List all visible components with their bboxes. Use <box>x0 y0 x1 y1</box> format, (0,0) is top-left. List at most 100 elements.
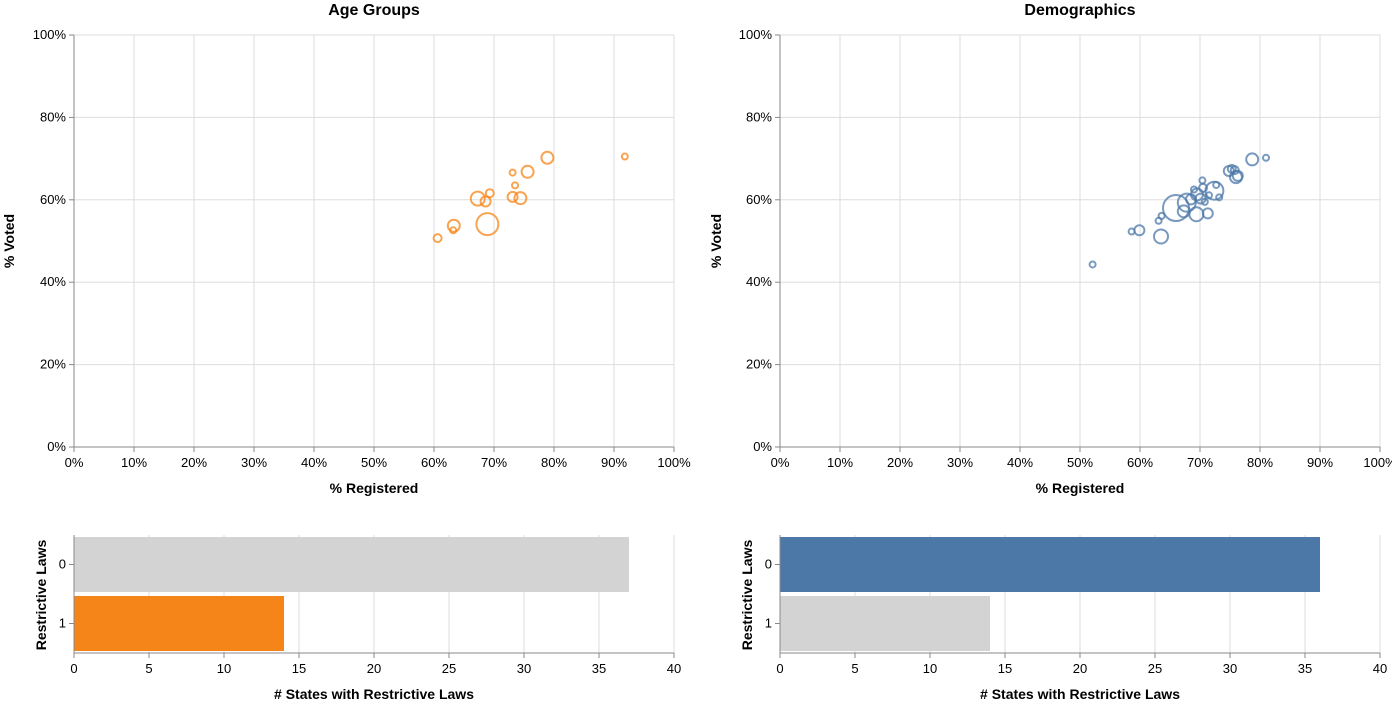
scatter-point[interactable] <box>1231 169 1244 182</box>
scatter-point[interactable] <box>1088 260 1097 269</box>
x-tick-label: 0% <box>771 455 790 470</box>
x-tick-label: 30 <box>1223 661 1237 676</box>
y-tick-label: 60% <box>40 192 66 207</box>
scatter-point[interactable] <box>1262 153 1270 162</box>
scatter-point[interactable] <box>540 150 555 165</box>
y-tick-label: 80% <box>40 109 66 124</box>
y-tick-label: 40% <box>40 274 66 289</box>
bar-restrictive-1[interactable] <box>74 596 284 651</box>
x-tick-label: 35 <box>1298 661 1312 676</box>
y-tick-label: 0% <box>47 439 66 454</box>
x-tick-label: 25 <box>442 661 456 676</box>
y-tick-label: 0 <box>59 557 66 572</box>
scatter-point[interactable] <box>1198 176 1207 185</box>
scatter-point[interactable] <box>432 233 443 244</box>
scatter-point[interactable] <box>1245 152 1260 167</box>
x-tick-label: 15 <box>998 661 1012 676</box>
y-tick-label: 1 <box>765 616 772 631</box>
x-tick-label: 5 <box>851 661 858 676</box>
age-groups-bar-chart: 0 5 10 15 20 25 30 35 40 0 1 # States with Restric… <box>33 535 681 702</box>
scatter-point[interactable] <box>1215 193 1224 202</box>
scatter-point[interactable] <box>511 181 519 190</box>
bar-restrictive-0[interactable] <box>780 537 1320 592</box>
demo-bars-x-axis-title: # States with Restrictive Laws <box>980 686 1180 702</box>
x-tick-label: 10% <box>827 455 853 470</box>
y-tick-label: 40% <box>746 274 772 289</box>
age-groups-grid <box>73 34 675 448</box>
x-tick-label: 15 <box>292 661 306 676</box>
y-tick-label: 0% <box>753 439 772 454</box>
age-groups-points[interactable] <box>432 150 629 244</box>
scatter-point[interactable] <box>1153 228 1169 245</box>
scatter-point[interactable] <box>1133 224 1146 237</box>
x-tick-label: 80% <box>1247 455 1273 470</box>
x-tick-label: 40% <box>1007 455 1033 470</box>
demo-bars-axes: 0 5 10 15 20 25 30 35 40 0 1 <box>765 535 1387 676</box>
demographics-y-axis-title: % Voted <box>708 214 724 268</box>
scatter-point[interactable] <box>469 190 486 207</box>
age-groups-axes: 0% 10% 20% 30% 40% 50% 60% 70% 80% 90% 100% 0% 20% 40… <box>33 27 691 470</box>
demographics-scatter-chart: Demographics 0% 10% 20% 30% 40% 50% 60% 70% 80% 9… <box>708 2 1392 496</box>
age-groups-scatter-chart: Age Groups 0% 10% 20% 30% 40% 50% 60% 70% 80% 90%… <box>1 2 691 496</box>
x-tick-label: 30% <box>241 455 267 470</box>
demo-bars-marks[interactable] <box>780 537 1320 651</box>
x-tick-label: 50% <box>361 455 387 470</box>
y-tick-label: 60% <box>746 192 772 207</box>
x-tick-label: 20% <box>887 455 913 470</box>
scatter-point[interactable] <box>1190 185 1198 194</box>
demographics-axes: 0% 10% 20% 30% 40% 50% 60% 70% 80% 90% 100% 0% 20% 40… <box>739 27 1392 470</box>
demographics-grid <box>779 34 1381 448</box>
age-bars-x-axis-title: # States with Restrictive Laws <box>274 686 474 702</box>
age-bars-marks[interactable] <box>74 537 629 651</box>
scatter-point[interactable] <box>1212 180 1221 189</box>
x-tick-label: 60% <box>1127 455 1153 470</box>
y-tick-label: 100% <box>739 27 773 42</box>
demographics-title: Demographics <box>1024 2 1135 19</box>
demo-bars-y-axis-title: Restrictive Laws <box>739 540 755 651</box>
x-tick-label: 30% <box>947 455 973 470</box>
scatter-point[interactable] <box>446 218 461 233</box>
x-tick-label: 100% <box>657 455 691 470</box>
scatter-point[interactable] <box>484 188 495 199</box>
scatter-point[interactable] <box>449 226 458 235</box>
scatter-point[interactable] <box>1200 197 1209 206</box>
x-tick-label: 40 <box>1373 661 1387 676</box>
x-tick-label: 60% <box>421 455 447 470</box>
age-groups-y-axis-title: % Voted <box>1 214 17 268</box>
demographics-points[interactable] <box>1088 152 1270 269</box>
x-tick-label: 30 <box>517 661 531 676</box>
scatter-point[interactable] <box>1188 206 1205 223</box>
scatter-point[interactable] <box>520 164 535 179</box>
x-tick-label: 10 <box>217 661 231 676</box>
scatter-point[interactable] <box>475 212 500 237</box>
x-tick-label: 100% <box>1363 455 1392 470</box>
y-tick-label: 20% <box>746 357 772 372</box>
bar-restrictive-1[interactable] <box>780 596 990 651</box>
y-tick-label: 20% <box>40 357 66 372</box>
x-tick-label: 40 <box>667 661 681 676</box>
scatter-point[interactable] <box>479 195 492 208</box>
x-tick-label: 20 <box>367 661 381 676</box>
scatter-point[interactable] <box>513 191 528 206</box>
y-tick-label: 100% <box>33 27 67 42</box>
x-tick-label: 10 <box>923 661 937 676</box>
scatter-point[interactable] <box>506 190 519 203</box>
scatter-point[interactable] <box>620 152 629 161</box>
x-tick-label: 0 <box>70 661 77 676</box>
x-tick-label: 35 <box>592 661 606 676</box>
x-tick-label: 90% <box>601 455 627 470</box>
y-tick-label: 80% <box>746 109 772 124</box>
x-tick-label: 5 <box>145 661 152 676</box>
demographics-bar-chart: 0 5 10 15 20 25 30 35 40 0 1 # States with Restric… <box>739 535 1387 702</box>
scatter-point[interactable] <box>1204 180 1225 201</box>
age-bars-axes: 0 5 10 15 20 25 30 35 40 0 1 <box>59 535 681 676</box>
scatter-point[interactable] <box>508 168 517 177</box>
x-tick-label: 0 <box>776 661 783 676</box>
scatter-point[interactable] <box>1201 207 1214 220</box>
x-tick-label: 0% <box>65 455 84 470</box>
x-tick-label: 70% <box>1187 455 1213 470</box>
age-groups-x-axis-title: % Registered <box>330 480 419 496</box>
bar-restrictive-0[interactable] <box>74 537 629 592</box>
y-tick-label: 0 <box>765 557 772 572</box>
